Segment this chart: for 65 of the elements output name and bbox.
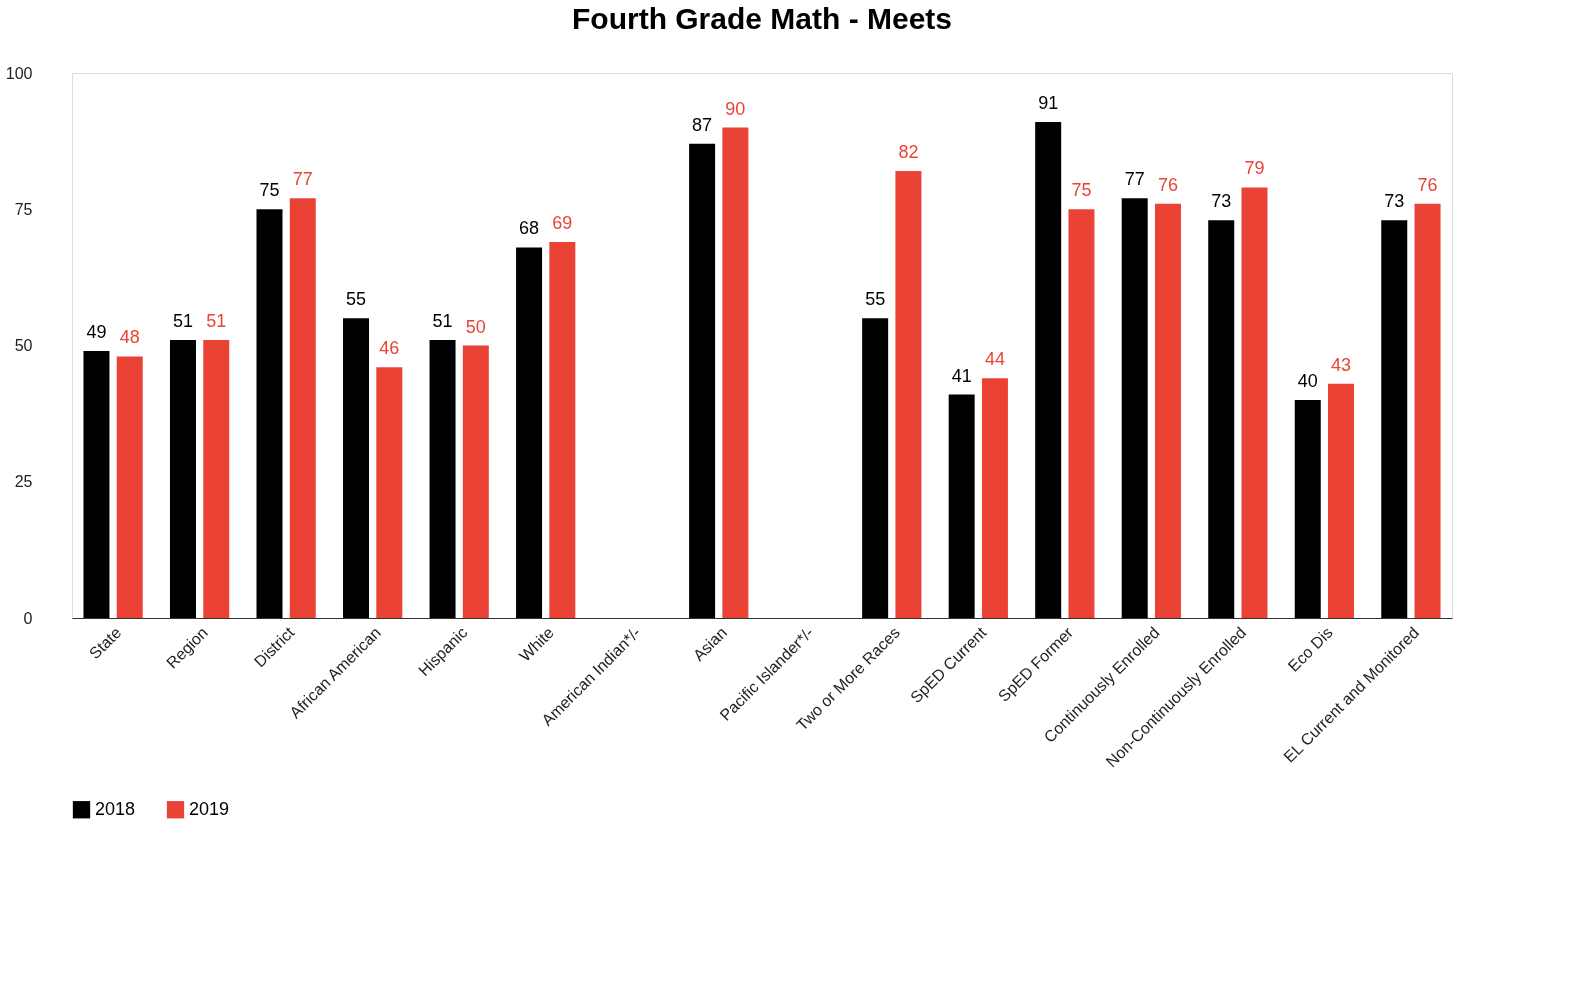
y-tick-label: 50	[14, 337, 33, 354]
bar	[1241, 187, 1268, 618]
bar	[1414, 203, 1441, 618]
bar	[1328, 383, 1355, 618]
data-label: 91	[1038, 93, 1059, 114]
bar	[1035, 122, 1062, 618]
data-label: 76	[1417, 174, 1438, 195]
bar	[981, 378, 1008, 618]
bar	[862, 318, 889, 618]
bar	[169, 340, 196, 618]
data-label: 69	[552, 212, 573, 233]
bar	[343, 318, 370, 618]
data-label: 41	[951, 365, 972, 386]
bar	[1381, 220, 1408, 618]
data-label: 51	[206, 311, 227, 332]
data-label: 90	[725, 98, 746, 119]
bar	[256, 209, 283, 618]
data-label: 46	[379, 338, 400, 359]
bar	[1154, 203, 1181, 618]
bar	[429, 340, 456, 618]
bar	[462, 345, 489, 618]
data-label: 48	[119, 327, 140, 348]
bar	[83, 350, 110, 618]
data-label: 55	[346, 289, 367, 310]
data-label: 76	[1157, 174, 1178, 195]
bar	[722, 127, 749, 618]
data-label: 51	[172, 311, 193, 332]
bar	[1208, 220, 1235, 618]
chart-title: Fourth Grade Math - Meets	[571, 2, 953, 35]
data-label: 77	[292, 169, 313, 190]
bar	[895, 171, 922, 618]
data-label: 43	[1331, 354, 1352, 375]
bar	[289, 198, 316, 618]
bar	[1068, 209, 1095, 618]
data-label: 50	[465, 316, 486, 337]
legend-label: 2018	[95, 798, 136, 819]
bar	[1294, 400, 1321, 618]
y-tick-label: 75	[14, 200, 33, 218]
legend-label: 2019	[189, 798, 230, 819]
data-label: 51	[432, 311, 453, 332]
data-label: 87	[692, 114, 713, 135]
data-label: 68	[519, 218, 540, 239]
data-label: 82	[898, 142, 919, 163]
y-tick-label: 100	[5, 64, 33, 82]
bar	[549, 241, 576, 618]
data-label: 73	[1384, 191, 1405, 212]
data-label: 79	[1244, 158, 1265, 179]
data-label: 73	[1211, 191, 1232, 212]
y-tick-label: 25	[14, 473, 33, 491]
bar	[1121, 198, 1148, 618]
bar	[116, 356, 143, 618]
data-label: 40	[1297, 371, 1318, 391]
y-tick-label: 0	[23, 609, 33, 627]
x-tick-label: Eco Dis	[1284, 623, 1336, 675]
data-label: 44	[984, 349, 1005, 370]
bar	[948, 394, 975, 618]
bar	[376, 367, 403, 618]
bar	[689, 143, 716, 618]
data-label: 49	[86, 321, 107, 342]
data-label: 77	[1124, 169, 1145, 190]
data-label: 75	[259, 180, 280, 201]
bar	[516, 247, 543, 618]
data-label: 55	[865, 289, 886, 310]
bar	[203, 340, 230, 618]
data-label: 75	[1071, 180, 1092, 201]
